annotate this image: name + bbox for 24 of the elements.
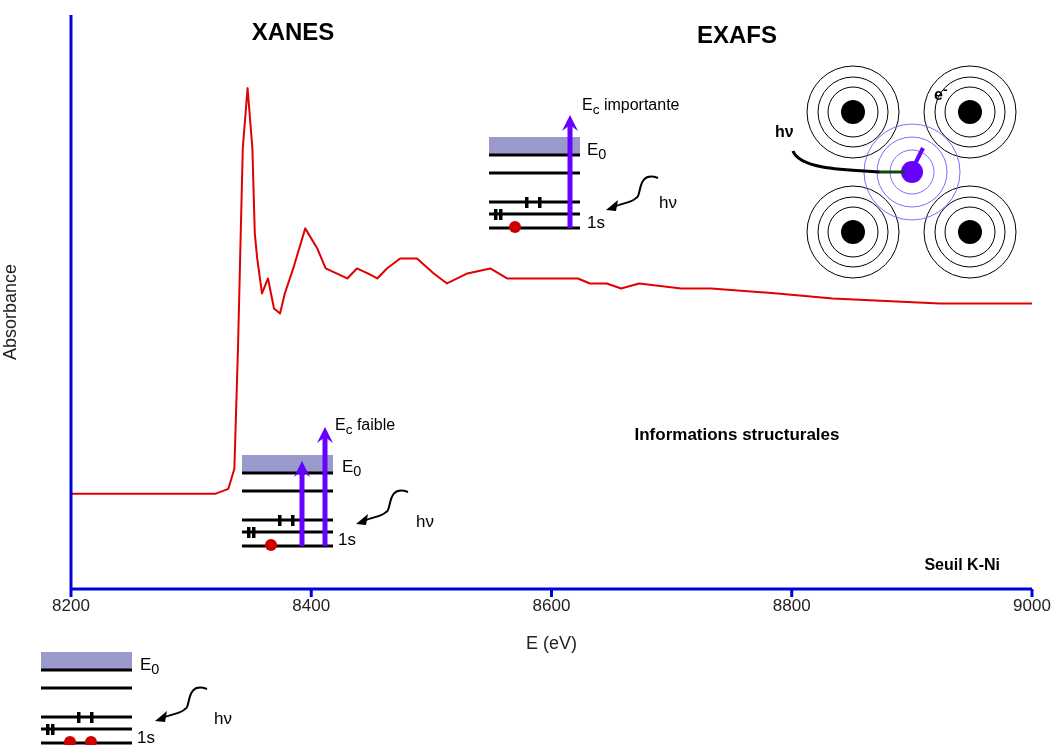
annotation: Seuil K-Ni: [924, 556, 1000, 573]
text: XANES: [251, 18, 335, 45]
x-tick-label: 9000: [1013, 596, 1051, 616]
x-axis-title: E (eV): [525, 633, 578, 653]
text: EXAFS: [696, 21, 778, 48]
y-axis-title: Absorbance: [0, 263, 21, 361]
annotation: hν: [775, 123, 794, 140]
text: E$_{0}$: [140, 655, 160, 678]
x-tick-label: 8800: [772, 596, 811, 616]
x-tick-label: 8400: [292, 596, 331, 616]
annotation: 1s: [338, 530, 356, 549]
annotation: hν: [416, 512, 434, 531]
text: 1s: [137, 728, 155, 745]
annotation: 1s: [587, 213, 605, 232]
annotation: E$_{0}$: [342, 457, 362, 480]
annotation: e$^{-}$: [934, 82, 948, 103]
x-tick-label: 8200: [52, 596, 90, 616]
annotation: E$_{c}$ faible: [335, 416, 396, 438]
text: hν: [214, 709, 232, 728]
annotation: Informations structurales: [634, 425, 840, 444]
annotation: hν: [659, 193, 677, 212]
annotation: E$_{0}$: [587, 140, 607, 163]
x-tick-label: 8600: [532, 596, 571, 616]
annotation: E$_{c}$ importante: [582, 96, 680, 118]
